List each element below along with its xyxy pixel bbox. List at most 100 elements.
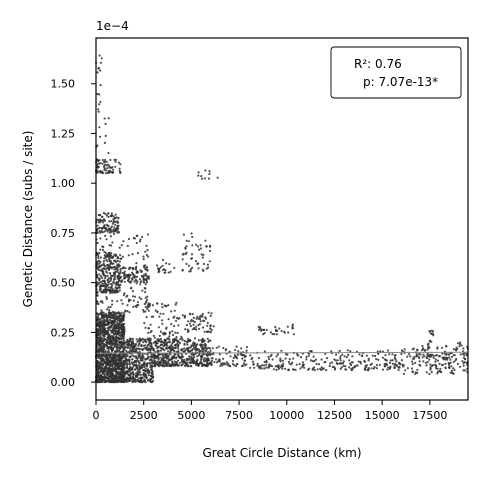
data-point — [253, 367, 255, 369]
data-point — [115, 291, 117, 293]
data-point — [104, 213, 106, 215]
data-point — [207, 322, 209, 324]
data-point — [138, 343, 140, 345]
data-point — [126, 363, 128, 365]
data-point — [112, 256, 114, 258]
data-point — [132, 338, 134, 340]
data-point — [144, 291, 146, 293]
data-point — [200, 355, 202, 357]
data-point — [130, 280, 132, 282]
data-point — [323, 367, 325, 369]
data-point — [244, 360, 246, 362]
data-point — [119, 379, 121, 381]
x-tick-label: 10000 — [269, 409, 304, 422]
data-point — [450, 365, 452, 367]
data-point — [154, 360, 156, 362]
data-point — [168, 365, 170, 367]
data-point — [121, 267, 123, 269]
data-point — [140, 374, 142, 376]
data-point — [198, 171, 200, 173]
data-point — [148, 310, 150, 312]
data-point — [321, 358, 323, 360]
data-point — [104, 161, 106, 163]
data-point — [104, 344, 106, 346]
data-point — [347, 349, 349, 351]
data-point — [156, 361, 158, 363]
data-point — [133, 281, 135, 283]
data-point — [132, 350, 134, 352]
data-point — [102, 333, 104, 335]
data-point — [139, 283, 141, 285]
data-point — [107, 255, 109, 257]
data-point — [193, 347, 195, 349]
data-point — [259, 326, 261, 328]
data-point — [179, 357, 181, 359]
data-point — [98, 339, 100, 341]
data-point — [201, 178, 203, 180]
data-point — [161, 306, 163, 308]
data-point — [114, 166, 116, 168]
data-point — [222, 347, 224, 349]
data-point — [105, 296, 107, 298]
data-point — [104, 142, 106, 144]
points-layer — [95, 54, 469, 383]
data-point — [111, 212, 113, 214]
data-point — [347, 354, 349, 356]
data-point — [386, 359, 388, 361]
data-point — [289, 358, 291, 360]
data-point — [158, 359, 160, 361]
data-point — [392, 363, 394, 365]
data-point — [176, 340, 178, 342]
data-point — [454, 359, 456, 361]
data-point — [422, 360, 424, 362]
x-tick-label: 2500 — [130, 409, 158, 422]
data-point — [143, 322, 145, 324]
data-point — [110, 275, 112, 277]
data-point — [173, 357, 175, 359]
data-point — [339, 350, 341, 352]
data-point — [192, 328, 194, 330]
data-point — [103, 368, 105, 370]
data-point — [430, 368, 432, 370]
data-point — [208, 178, 210, 180]
data-point — [436, 372, 438, 374]
data-point — [209, 250, 211, 252]
data-point — [147, 332, 149, 334]
data-point — [115, 261, 117, 263]
data-point — [162, 259, 164, 261]
data-point — [202, 254, 204, 256]
data-point — [367, 369, 369, 371]
data-point — [204, 169, 206, 171]
data-point — [175, 347, 177, 349]
data-point — [209, 328, 211, 330]
data-point — [107, 377, 109, 379]
data-point — [111, 286, 113, 288]
data-point — [151, 330, 153, 332]
data-point — [302, 365, 304, 367]
data-point — [116, 227, 118, 229]
data-point — [110, 245, 112, 247]
data-point — [107, 275, 109, 277]
data-point — [147, 233, 149, 235]
y-tick-label: 0.25 — [51, 326, 76, 339]
data-point — [104, 230, 106, 232]
data-point — [263, 329, 265, 331]
data-point — [175, 320, 177, 322]
data-point — [292, 368, 294, 370]
data-point — [436, 346, 438, 348]
data-point — [204, 240, 206, 242]
data-point — [158, 316, 160, 318]
data-point — [99, 232, 101, 234]
data-point — [171, 357, 173, 359]
data-point — [318, 363, 320, 365]
data-point — [115, 368, 117, 370]
data-point — [96, 242, 98, 244]
data-point — [425, 362, 427, 364]
data-point — [159, 313, 161, 315]
data-point — [302, 361, 304, 363]
data-point — [144, 361, 146, 363]
data-point — [206, 325, 208, 327]
data-point — [429, 340, 431, 342]
data-point — [431, 371, 433, 373]
data-point — [111, 317, 113, 319]
